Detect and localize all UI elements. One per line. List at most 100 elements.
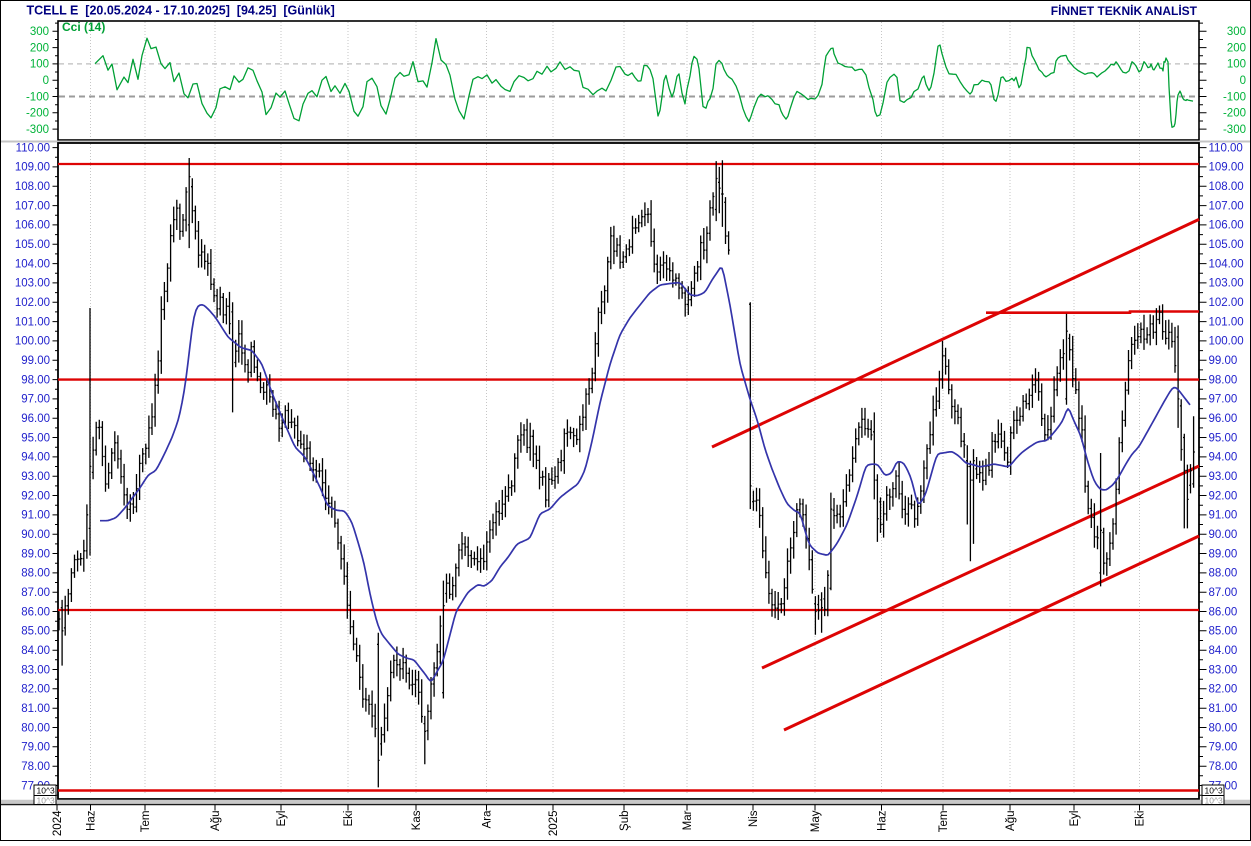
svg-text:80.00: 80.00 [21,722,50,734]
svg-text:FİNNET TEKNİK ANALİST: FİNNET TEKNİK ANALİST [1051,3,1198,18]
svg-text:-100: -100 [26,91,49,103]
svg-text:103.00: 103.00 [15,278,50,290]
svg-text:TCELL E [20.05.2024 - 17.10.2: TCELL E [20.05.2024 - 17.10.2025] [94.25… [27,4,335,18]
svg-text:Ağu: Ağu [210,811,222,831]
svg-text:86.00: 86.00 [21,606,50,618]
svg-text:97.00: 97.00 [21,394,50,406]
svg-text:93.00: 93.00 [1209,471,1238,483]
svg-text:79.00: 79.00 [21,742,50,754]
svg-text:92.00: 92.00 [21,490,50,502]
svg-text:107.00: 107.00 [1209,200,1244,212]
svg-text:82.00: 82.00 [1209,684,1238,696]
svg-text:98.00: 98.00 [1209,374,1238,386]
svg-text:78.00: 78.00 [21,761,50,773]
svg-text:102.00: 102.00 [1209,297,1244,309]
svg-text:98.00: 98.00 [21,374,50,386]
svg-text:86.00: 86.00 [1209,606,1238,618]
svg-text:10^3: 10^3 [37,796,55,806]
svg-text:Tem: Tem [140,811,152,833]
svg-text:81.00: 81.00 [21,703,50,715]
svg-text:0: 0 [1240,75,1246,87]
svg-text:84.00: 84.00 [21,645,50,657]
svg-text:Eyl: Eyl [1069,811,1081,827]
svg-text:Ağu: Ağu [1005,811,1017,831]
svg-text:90.00: 90.00 [21,529,50,541]
svg-text:92.00: 92.00 [1209,490,1238,502]
svg-text:95.00: 95.00 [1209,432,1238,444]
svg-text:104.00: 104.00 [1209,258,1244,270]
svg-text:109.00: 109.00 [15,162,50,174]
svg-text:85.00: 85.00 [21,626,50,638]
svg-text:89.00: 89.00 [21,548,50,560]
svg-text:100: 100 [1227,59,1246,71]
svg-text:88.00: 88.00 [1209,568,1238,580]
svg-text:93.00: 93.00 [21,471,50,483]
svg-text:108.00: 108.00 [15,181,50,193]
svg-text:96.00: 96.00 [1209,413,1238,425]
svg-text:110.00: 110.00 [1209,142,1243,154]
svg-text:87.00: 87.00 [21,587,50,599]
svg-text:-300: -300 [26,124,49,136]
svg-text:Ara: Ara [482,810,494,829]
svg-text:-300: -300 [1223,124,1246,136]
svg-text:110.00: 110.00 [16,142,50,154]
svg-text:83.00: 83.00 [21,664,50,676]
svg-text:87.00: 87.00 [1209,587,1238,599]
svg-text:88.00: 88.00 [21,568,50,580]
svg-text:10^3: 10^3 [37,786,55,796]
svg-text:91.00: 91.00 [1209,510,1238,522]
svg-text:200: 200 [30,42,49,54]
svg-text:85.00: 85.00 [1209,626,1238,638]
svg-text:May: May [810,810,822,832]
svg-text:2024: 2024 [52,810,64,836]
svg-text:100.00: 100.00 [15,336,50,348]
svg-text:100.00: 100.00 [1209,336,1244,348]
svg-text:94.00: 94.00 [1209,452,1238,464]
svg-text:Nis: Nis [748,810,760,827]
svg-text:80.00: 80.00 [1209,722,1238,734]
svg-text:-200: -200 [1223,108,1246,120]
svg-text:99.00: 99.00 [1209,355,1238,367]
svg-text:300: 300 [1227,26,1246,38]
svg-text:100: 100 [30,59,49,71]
svg-text:Eyl: Eyl [276,811,288,827]
svg-text:200: 200 [1227,42,1246,54]
svg-text:Eki: Eki [343,811,355,827]
svg-text:101.00: 101.00 [15,316,50,328]
svg-text:2025: 2025 [548,811,560,837]
svg-text:109.00: 109.00 [1209,162,1244,174]
svg-text:106.00: 106.00 [15,220,50,232]
svg-text:83.00: 83.00 [1209,664,1238,676]
svg-text:Haz: Haz [877,810,889,831]
svg-text:Tem: Tem [938,811,950,833]
svg-text:97.00: 97.00 [1209,394,1238,406]
svg-text:Cci (14): Cci (14) [62,20,105,34]
svg-text:101.00: 101.00 [1209,316,1244,328]
svg-text:Haz: Haz [86,810,98,831]
svg-text:Kas: Kas [411,810,423,830]
svg-text:105.00: 105.00 [15,239,50,251]
svg-text:Şub: Şub [619,811,631,831]
svg-text:82.00: 82.00 [21,684,50,696]
svg-text:107.00: 107.00 [15,200,50,212]
svg-text:108.00: 108.00 [1209,181,1244,193]
svg-text:90.00: 90.00 [1209,529,1238,541]
svg-text:84.00: 84.00 [1209,645,1238,657]
svg-text:Mar: Mar [682,810,694,830]
svg-text:78.00: 78.00 [1209,761,1238,773]
svg-text:Eki: Eki [1135,811,1147,827]
svg-text:10^3: 10^3 [1205,796,1223,806]
svg-text:99.00: 99.00 [21,355,50,367]
svg-text:81.00: 81.00 [1209,703,1238,715]
svg-text:94.00: 94.00 [21,452,50,464]
svg-text:10^3: 10^3 [1205,786,1223,796]
svg-text:96.00: 96.00 [21,413,50,425]
svg-text:103.00: 103.00 [1209,278,1244,290]
svg-text:95.00: 95.00 [21,432,50,444]
svg-text:104.00: 104.00 [15,258,50,270]
svg-text:79.00: 79.00 [1209,742,1238,754]
svg-text:-200: -200 [26,108,49,120]
svg-text:102.00: 102.00 [15,297,50,309]
svg-text:300: 300 [30,26,49,38]
svg-text:105.00: 105.00 [1209,239,1244,251]
